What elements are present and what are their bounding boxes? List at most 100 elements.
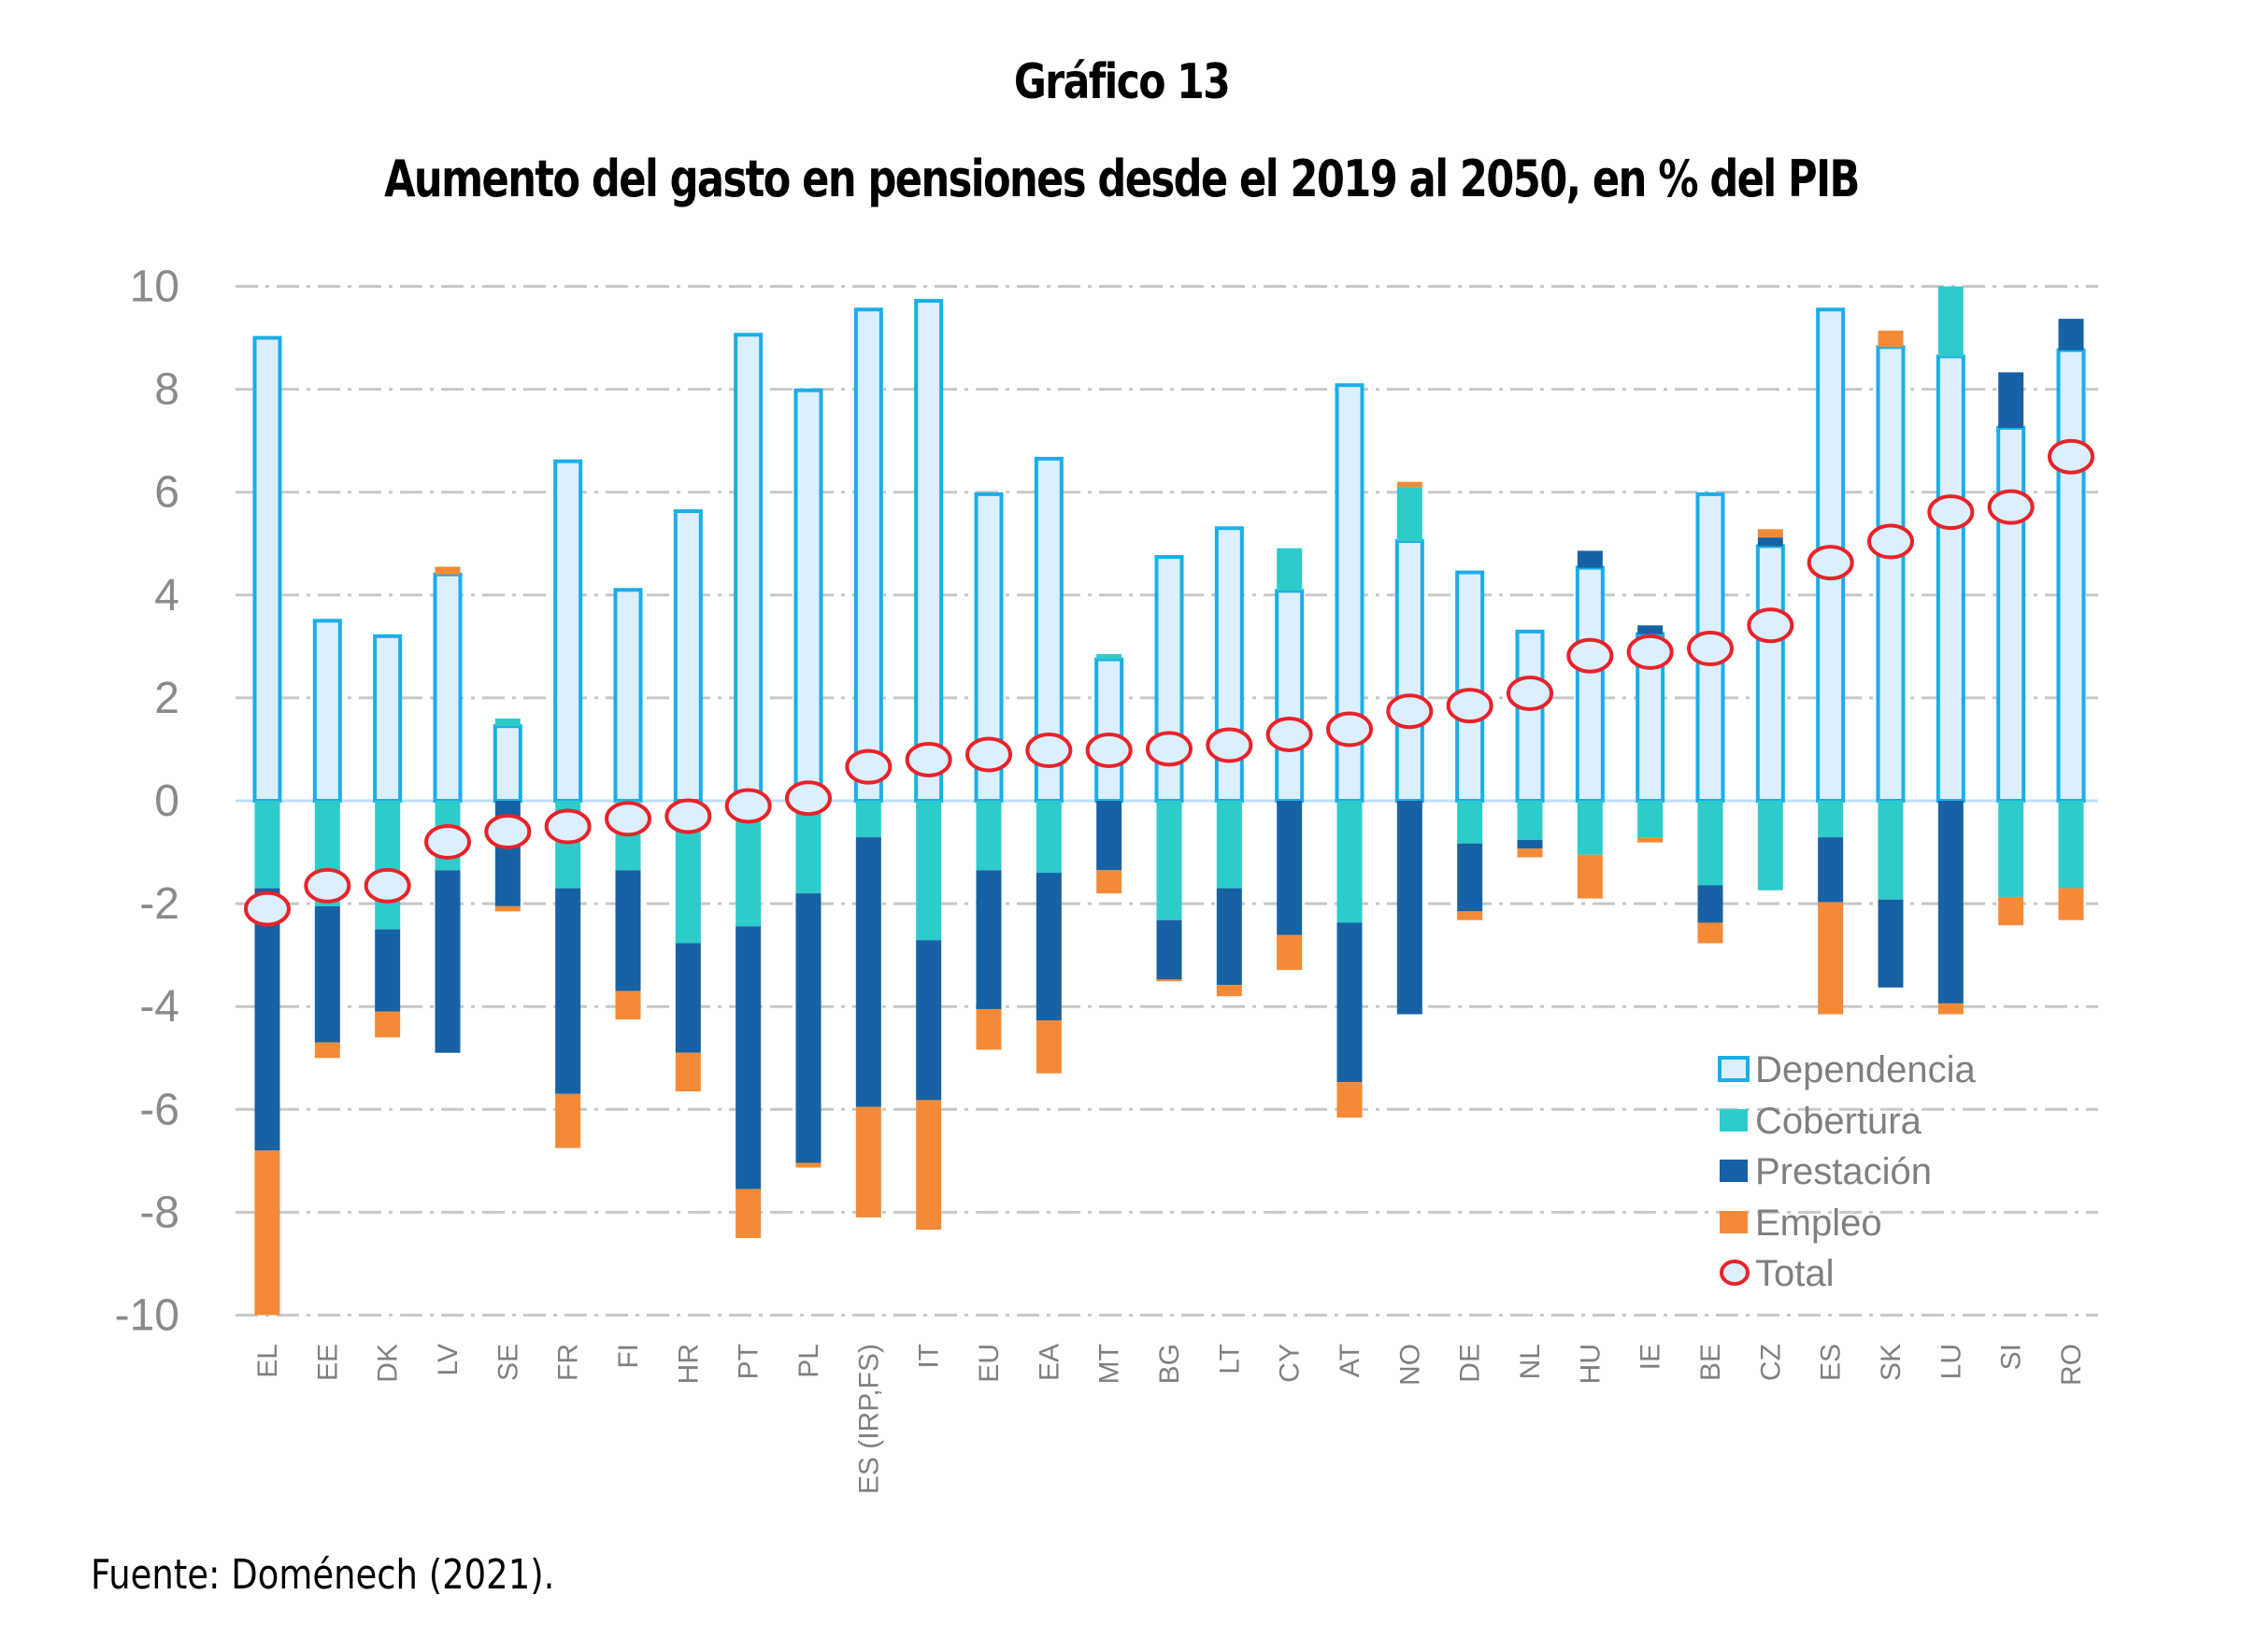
- figure-label: Gráfico 13: [1013, 54, 1231, 110]
- x-tick-label: LU: [1936, 1344, 1966, 1379]
- bar-prestacion: [1937, 801, 1964, 1004]
- y-tick-label: -8: [139, 1188, 179, 1237]
- bar-dependencia: [1455, 570, 1485, 803]
- bar-cobertura: [795, 801, 821, 894]
- legend-label: Prestación: [1755, 1151, 1932, 1192]
- bar-empleo: [1517, 848, 1543, 858]
- total-marker: [1025, 733, 1073, 769]
- bar-empleo: [1697, 922, 1723, 944]
- bar-prestacion: [736, 926, 762, 1189]
- bar-prestacion: [795, 893, 821, 1163]
- bar-cobertura: [1036, 801, 1062, 874]
- bar-prestacion: [1396, 801, 1422, 1015]
- bar-empleo: [254, 1150, 280, 1316]
- bar-dependencia: [252, 335, 282, 803]
- bar-empleo: [1036, 1020, 1062, 1074]
- x-tick-label: EE: [312, 1344, 343, 1381]
- total-marker: [544, 808, 592, 845]
- x-tick-label: NL: [1515, 1344, 1546, 1379]
- bar-prestacion: [1998, 372, 2024, 428]
- legend-swatch-total: [1720, 1260, 1750, 1286]
- bar-empleo: [1096, 870, 1122, 894]
- y-tick-label: 0: [154, 776, 179, 826]
- bar-prestacion: [2058, 319, 2084, 350]
- total-marker: [1326, 711, 1373, 748]
- x-tick-label: BG: [1154, 1344, 1185, 1384]
- bar-cobertura: [1277, 548, 1303, 591]
- x-tick-label: LT: [1214, 1344, 1245, 1374]
- bar-prestacion: [1577, 550, 1603, 568]
- bar-prestacion: [855, 837, 881, 1107]
- bar-prestacion: [675, 943, 701, 1053]
- bar-empleo: [736, 1189, 762, 1238]
- total-marker: [1566, 637, 1614, 674]
- bar-dependencia: [853, 307, 883, 803]
- bar-cobertura: [1517, 801, 1543, 840]
- total-marker: [1927, 494, 1975, 531]
- bar-prestacion: [615, 870, 641, 991]
- bar-cobertura: [1096, 654, 1122, 660]
- bar-cobertura: [1457, 801, 1483, 844]
- bar-cobertura: [2058, 801, 2084, 889]
- x-tick-label: NO: [1394, 1344, 1425, 1386]
- bar-empleo: [1396, 481, 1422, 488]
- total-marker: [1386, 693, 1434, 730]
- bar-dependencia: [1876, 345, 1906, 803]
- bar-dependencia: [553, 459, 583, 803]
- total-marker: [1987, 489, 2035, 525]
- bar-dependencia: [673, 509, 703, 803]
- x-tick-label: DE: [1455, 1344, 1486, 1383]
- total-marker: [1265, 716, 1313, 752]
- bar-dependencia: [312, 619, 342, 804]
- legend-swatch-dependencia: [1718, 1056, 1750, 1082]
- bar-empleo: [1637, 837, 1664, 843]
- total-marker: [724, 788, 772, 824]
- bar-empleo: [375, 1011, 401, 1038]
- bar-prestacion: [916, 940, 942, 1101]
- legend-label: Dependencia: [1755, 1049, 1976, 1090]
- bar-dependencia: [2056, 348, 2086, 803]
- total-marker: [1146, 731, 1193, 767]
- bar-empleo: [1818, 902, 1844, 1015]
- total-marker: [1206, 727, 1253, 763]
- bar-cobertura: [1757, 801, 1783, 890]
- bar-cobertura: [855, 801, 881, 838]
- bar-dependencia: [433, 572, 463, 804]
- bar-empleo: [916, 1100, 942, 1231]
- y-tick-label: 4: [154, 571, 179, 620]
- total-marker: [1747, 607, 1794, 644]
- bar-dependencia: [1394, 538, 1424, 803]
- y-tick-label: -10: [115, 1291, 179, 1341]
- bar-cobertura: [494, 718, 521, 727]
- x-tick-label: PL: [793, 1344, 824, 1378]
- x-axis-labels: EL EE DK LV SE FR FI HR PT PL ES (IRP,FS) IT EU EA MT B…: [252, 1344, 2087, 1494]
- total-marker: [364, 867, 411, 904]
- bar-empleo: [615, 990, 641, 1019]
- y-tick-label: 10: [130, 263, 179, 312]
- x-tick-label: HU: [1575, 1344, 1606, 1384]
- bar-prestacion: [435, 870, 461, 1053]
- x-tick-label: RO: [2056, 1344, 2087, 1386]
- x-tick-label: MT: [1094, 1344, 1125, 1384]
- bar-empleo: [675, 1052, 701, 1092]
- legend-swatch-prestacion: [1720, 1160, 1748, 1182]
- x-tick-label: IE: [1636, 1344, 1666, 1370]
- bar-dependencia: [1515, 629, 1545, 803]
- bar-dependencia: [914, 298, 944, 803]
- total-marker: [1085, 733, 1133, 769]
- bar-dependencia: [1094, 657, 1124, 803]
- bar-empleo: [1156, 979, 1182, 982]
- bar-prestacion: [1216, 888, 1242, 986]
- x-tick-label: CZ: [1755, 1344, 1786, 1381]
- total-marker: [1626, 634, 1674, 670]
- bar-empleo: [855, 1106, 881, 1218]
- total-marker: [965, 736, 1012, 773]
- total-marker: [1446, 688, 1493, 724]
- total-markers: [244, 438, 2094, 927]
- bar-prestacion: [1156, 919, 1182, 980]
- bar-prestacion: [1457, 843, 1483, 912]
- total-marker: [1807, 545, 1854, 581]
- legend-swatch-cobertura: [1720, 1109, 1748, 1132]
- bar-cobertura: [1937, 286, 1964, 357]
